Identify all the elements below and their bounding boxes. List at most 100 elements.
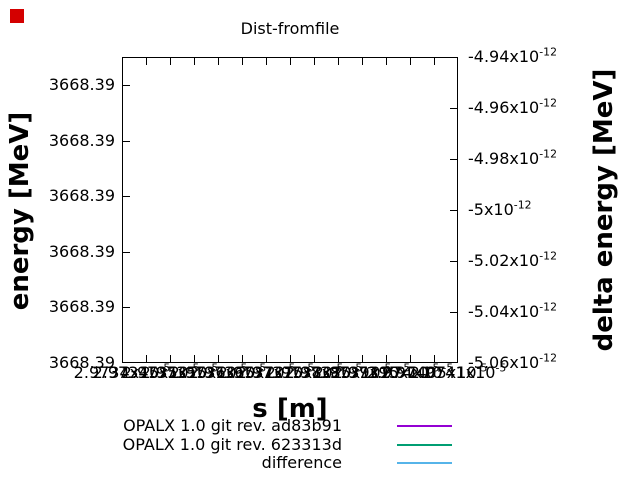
y-left-tick-label: 3668.39 xyxy=(48,297,115,316)
x-tick-mark-top xyxy=(290,58,291,65)
exponent: -5 xyxy=(399,361,411,375)
x-tick-mark-top xyxy=(386,58,387,65)
y-left-tick-mark xyxy=(123,141,130,142)
y-right-tick-label: -5.02x10-12 xyxy=(468,249,557,270)
x-tick-mark-top xyxy=(242,58,243,65)
x-tick-mark-top xyxy=(266,58,267,65)
exponent: -12 xyxy=(539,147,557,161)
y-left-tick-label: 3668.39 xyxy=(48,131,115,150)
x-tick-mark-bottom xyxy=(266,355,267,362)
x-tick-mark-bottom xyxy=(290,355,291,362)
exponent: -12 xyxy=(513,198,532,212)
x-tick-mark-bottom xyxy=(362,355,363,362)
y-left-tick-mark xyxy=(123,196,130,197)
x-tick-mark-top xyxy=(218,58,219,65)
exponent: -5 xyxy=(428,361,440,375)
legend-item: OPALX 1.0 git rev. 623313d xyxy=(0,434,452,455)
y-right-tick-label: -4.94x10-12 xyxy=(468,45,557,66)
x-tick-label: 2.97355x10-5 xyxy=(140,361,248,382)
exponent: -12 xyxy=(539,45,557,59)
exponent: -12 xyxy=(539,96,557,110)
y-left-tick-label: 3668.39 xyxy=(48,242,115,261)
exponent: -5 xyxy=(332,361,344,375)
x-tick-label: 2.97395x10-5 xyxy=(332,361,440,382)
y-right-tick-label: -5.06x10-12 xyxy=(468,351,557,372)
exponent: -12 xyxy=(539,249,557,263)
x-tick-mark-top xyxy=(194,58,195,65)
x-tick-mark-top xyxy=(338,58,339,65)
legend-item: OPALX 1.0 git rev. ad83b91 xyxy=(0,417,452,436)
x-tick-mark-bottom xyxy=(410,355,411,362)
y-right-tick-label: -5.04x10-12 xyxy=(468,300,557,321)
y-axis-label-right: delta energy [MeV] xyxy=(589,68,619,352)
y-left-tick-label: 3668.39 xyxy=(48,75,115,94)
y-right-tick-mark xyxy=(450,108,457,109)
x-tick-label: 2.9736x10-5 xyxy=(169,361,267,382)
exponent: -5 xyxy=(442,361,454,375)
x-tick-label: 2.97405x10-5 xyxy=(380,361,488,382)
y-left-tick-mark xyxy=(123,85,130,86)
legend-label: OPALX 1.0 git rev. ad83b91 xyxy=(123,416,342,436)
exponent: -5 xyxy=(159,361,171,375)
y-right-tick-label: -4.96x10-12 xyxy=(468,96,557,117)
x-tick-label: 2.9734x10-5 xyxy=(73,361,171,382)
y-right-tick-mark xyxy=(450,159,457,160)
legend-line-sample xyxy=(397,462,452,465)
x-tick-label: 2.9741x10-5 xyxy=(409,361,507,382)
y-left-tick-mark xyxy=(123,252,130,253)
legend-item: difference xyxy=(0,454,452,473)
x-tick-mark-bottom xyxy=(338,355,339,362)
x-tick-label: 2.97375x10-5 xyxy=(236,361,344,382)
x-tick-label: 2.97345x10-5 xyxy=(92,361,200,382)
exponent: -12 xyxy=(539,300,557,314)
exponent: -12 xyxy=(539,351,557,365)
red-marker xyxy=(10,9,24,23)
legend-line-sample xyxy=(397,443,452,446)
x-tick-mark-top xyxy=(122,58,123,65)
y-right-tick-mark xyxy=(450,210,457,211)
exponent: -5 xyxy=(351,361,363,375)
y-left-tick-label: 3668.39 xyxy=(48,353,115,372)
exponent: -5 xyxy=(303,361,315,375)
x-tick-mark-bottom xyxy=(146,355,147,362)
plot-area xyxy=(122,57,458,363)
x-tick-mark-bottom xyxy=(194,355,195,362)
x-tick-mark-bottom xyxy=(242,355,243,362)
x-tick-label: 2.9739x10-5 xyxy=(313,361,411,382)
y-right-tick-label: -5x10-12 xyxy=(468,198,532,219)
legend-line-sample xyxy=(397,425,452,428)
x-tick-label: 2.97365x10-5 xyxy=(188,361,296,382)
x-tick-mark-top xyxy=(362,58,363,65)
exponent: -5 xyxy=(236,361,248,375)
x-tick-mark-top xyxy=(314,58,315,65)
exponent: -5 xyxy=(380,361,392,375)
x-tick-label: 2.97385x10-5 xyxy=(284,361,392,382)
legend: OPALX 1.0 git rev. ad83b91 OPALX 1.0 git … xyxy=(0,417,452,473)
exponent: -5 xyxy=(476,361,488,375)
y-right-tick-mark xyxy=(450,261,457,262)
exponent: -5 xyxy=(284,361,296,375)
y-left-tick-mark xyxy=(123,307,130,308)
legend-label: OPALX 1.0 git rev. 623313d xyxy=(122,434,342,454)
x-tick-label: 2.9738x10-5 xyxy=(265,361,363,382)
x-tick-mark-bottom xyxy=(170,355,171,362)
x-tick-mark-top xyxy=(410,58,411,65)
x-tick-mark-top xyxy=(170,58,171,65)
x-tick-mark-bottom xyxy=(314,355,315,362)
x-tick-label: 2.9735x10-5 xyxy=(121,361,219,382)
x-tick-mark-bottom xyxy=(218,355,219,362)
x-tick-mark-bottom xyxy=(386,355,387,362)
y-right-tick-mark xyxy=(450,57,457,58)
x-tick-mark-bottom xyxy=(434,355,435,362)
legend-label: difference xyxy=(261,453,342,473)
exponent: -5 xyxy=(188,361,200,375)
x-tick-label: 2.9737x10-5 xyxy=(217,361,315,382)
x-tick-mark-top xyxy=(146,58,147,65)
x-axis-label: s [m] xyxy=(252,394,328,424)
chart-title: Dist-fromfile xyxy=(240,19,340,38)
y-right-tick-mark xyxy=(450,312,457,313)
y-left-tick-label: 3668.39 xyxy=(48,186,115,205)
exponent: -5 xyxy=(207,361,219,375)
x-tick-mark-bottom xyxy=(122,355,123,362)
